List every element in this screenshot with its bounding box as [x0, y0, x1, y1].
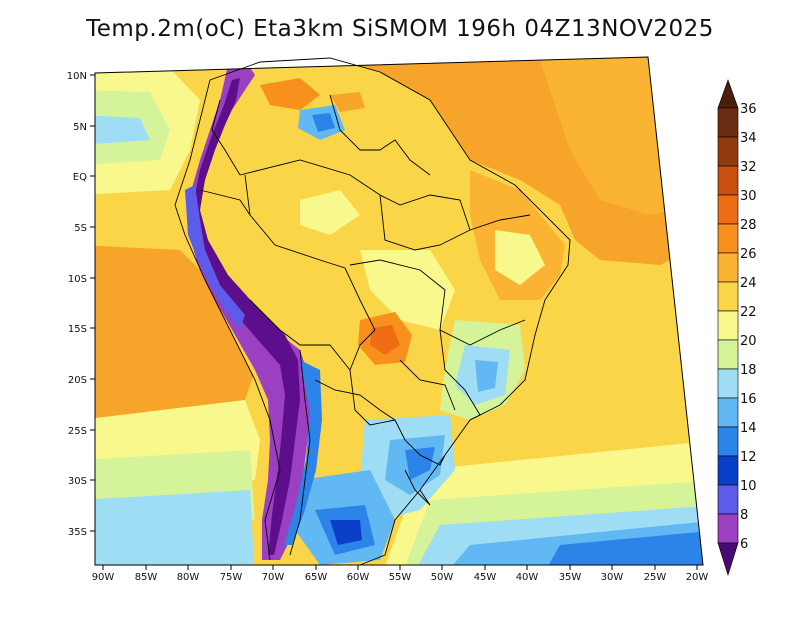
guiana-highlands-cold: [312, 113, 335, 132]
colorbar-bin: [717, 223, 739, 254]
guiana-warm: [330, 92, 365, 112]
lon-label: 80W: [177, 572, 200, 583]
colorbar-bin: [717, 107, 739, 138]
brazil-state-borders-south: [399, 359, 456, 411]
colorbar-bin: [717, 513, 739, 544]
colorbar-arrow-bottom: [717, 542, 739, 577]
lat-label: 20S: [68, 375, 87, 386]
colorbar-label: 26: [740, 247, 757, 262]
colorbar-bin: [717, 165, 739, 196]
colorbar-label: 6: [740, 537, 748, 552]
guianas-border: [329, 94, 431, 176]
colorbar-label: 14: [740, 421, 757, 436]
lat-label: 5S: [74, 223, 87, 234]
lon-label: 25W: [644, 572, 667, 583]
map-title: Temp.2m(oC) Eta3km SiSMOM 196h 04Z13NOV2…: [86, 16, 714, 42]
lat-label: 10S: [68, 274, 87, 285]
colorbar-bin: [717, 426, 739, 457]
lon-label: 85W: [135, 572, 158, 583]
uruguay-border: [404, 469, 431, 506]
chile-argentina-border: [289, 349, 311, 556]
colorbar-label: 28: [740, 218, 757, 233]
ecuador-peru-border: [199, 189, 251, 216]
lat-label: 30S: [68, 476, 87, 487]
south-brazil-cold-core: [405, 447, 435, 480]
country-borders: [174, 57, 571, 566]
paraguay-argentina-border: [394, 419, 446, 466]
lon-label: 60W: [347, 572, 370, 583]
southeast-colder: [475, 360, 498, 392]
amazon-mild-patch: [300, 190, 360, 235]
colombia-border: [211, 99, 241, 176]
lat-label: 5N: [73, 122, 87, 133]
pacific-cool-core: [95, 115, 150, 145]
lat-label: 25S: [68, 426, 87, 437]
colorbar-label: 30: [740, 189, 757, 204]
lon-label: 30W: [601, 572, 624, 583]
colorbar-bin: [717, 194, 739, 225]
central-mild: [360, 250, 455, 330]
colorbar-arrow-top: [717, 79, 739, 109]
lon-label: 50W: [431, 572, 454, 583]
lon-axis: 90W 85W 80W 75W 70W 65W 60W 55W 50W 45W …: [92, 565, 709, 583]
lon-label: 65W: [305, 572, 328, 583]
venezuela-warm: [260, 78, 320, 110]
colorbar-label: 32: [740, 160, 757, 175]
lat-axis: 10N 5N EQ 5S 10S 15S 20S 25S 30S 35S: [67, 71, 95, 538]
pacific-south-cold: [95, 490, 255, 565]
bolivia-paraguay-border: [314, 379, 396, 421]
brazil-state-borders-north: [379, 194, 531, 251]
colorbar-label: 20: [740, 334, 757, 349]
colorbar-bin: [717, 252, 739, 283]
lon-label: 70W: [262, 572, 285, 583]
colorbar-label: 10: [740, 479, 757, 494]
colorbar-label: 12: [740, 450, 757, 465]
argentina-south-colder: [330, 520, 362, 545]
colorbar-label: 24: [740, 276, 757, 291]
andes-western-slope: [185, 185, 245, 330]
peru-bolivia-border: [249, 299, 351, 371]
colorbar-bin: [717, 397, 739, 428]
andes-eastern-slope: [284, 360, 322, 545]
brazil-north-border: [239, 159, 471, 231]
colorbar-label: 34: [740, 131, 757, 146]
colorbar-bin: [717, 310, 739, 341]
colorbar-bin: [717, 484, 739, 515]
lat-label: 15S: [68, 324, 87, 335]
mato-grosso-hot: [370, 325, 400, 355]
colorbar-bin: [717, 368, 739, 399]
lat-label: EQ: [73, 172, 87, 183]
colorbar-label: 8: [740, 508, 748, 523]
colorbar-label: 22: [740, 305, 757, 320]
colorbar-label: 18: [740, 363, 757, 378]
temperature-field: [95, 57, 703, 565]
lon-label: 90W: [92, 572, 115, 583]
lon-label: 55W: [389, 572, 412, 583]
colorbar-bin: [717, 455, 739, 486]
colorbar: 36 34 32 30 28 26 24 22 20 18 16 14 12 1…: [717, 79, 757, 577]
lon-label: 45W: [474, 572, 497, 583]
lat-label: 35S: [68, 527, 87, 538]
lon-label: 20W: [686, 572, 709, 583]
colorbar-label: 16: [740, 392, 757, 407]
pacific-coastline: [174, 79, 281, 561]
colorbar-bin: [717, 339, 739, 370]
brazil-state-borders-center: [349, 259, 526, 346]
colorbar-bin: [717, 281, 739, 312]
lon-label: 75W: [220, 572, 243, 583]
northeast-mild: [495, 230, 545, 285]
lon-label: 35W: [559, 572, 582, 583]
lat-label: 10N: [67, 71, 87, 82]
lon-label: 40W: [516, 572, 539, 583]
andes-core: [193, 78, 300, 555]
brazil-state-borders-southeast: [439, 329, 481, 421]
domain-outline: [94, 56, 704, 566]
colorbar-label: 36: [740, 102, 757, 117]
south-atlantic-coldest: [540, 530, 703, 565]
colorbar-bin: [717, 136, 739, 167]
brazil-west-border: [244, 174, 396, 426]
